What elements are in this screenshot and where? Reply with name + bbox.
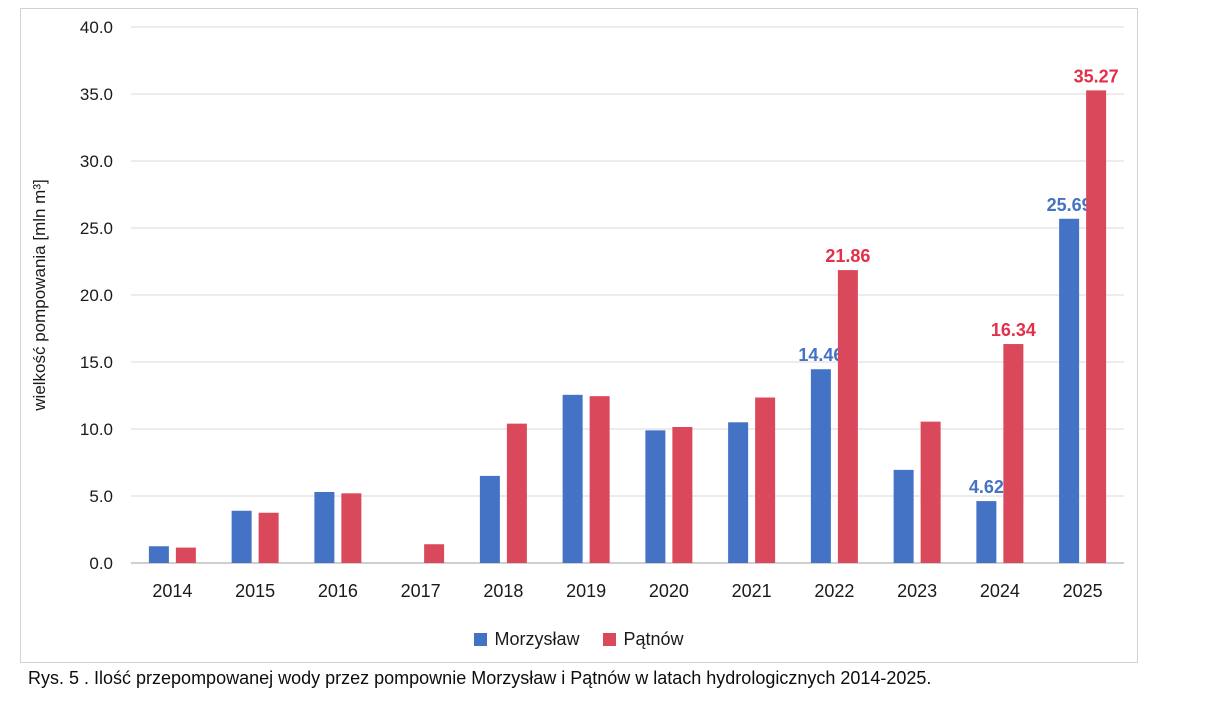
- figure-caption: Rys. 5 . Ilość przepompowanej wody przez…: [28, 668, 932, 688]
- y-tick-15.0: 15.0: [80, 353, 113, 372]
- y-tick-20.0: 20.0: [80, 286, 113, 305]
- y-axis-title: wielkość pompowania [mln m³]: [30, 179, 49, 411]
- x-tick-2017: 2017: [401, 581, 441, 601]
- data-label-patnow-2022: 21.86: [825, 246, 870, 266]
- bar-morzyslaw-2025: [1059, 218, 1080, 563]
- bar-patnow-2014: [175, 547, 196, 563]
- bar-morzyslaw-2021: [728, 422, 749, 563]
- bar-patnow-2018: [506, 423, 527, 563]
- chart-frame: 0.0 5.0 10.0 15.0 20.0 25.0 30.0 35.0 40.0 wielko…: [20, 8, 1138, 663]
- y-tick-25.0: 25.0: [80, 219, 113, 238]
- x-tick-2019: 2019: [566, 581, 606, 601]
- bar-morzyslaw-2016: [314, 491, 335, 563]
- y-tick-10.0: 10.0: [80, 420, 113, 439]
- x-tick-2023: 2023: [897, 581, 937, 601]
- x-tick-2015: 2015: [235, 581, 275, 601]
- bar-morzyslaw-2024: [976, 501, 997, 563]
- bar-morzyslaw-2019: [562, 394, 583, 563]
- bar-patnow-2022: [837, 270, 858, 563]
- chart-legend: Morzysław Pątnów: [21, 629, 1137, 650]
- bar-patnow-2019: [589, 396, 610, 563]
- y-tick-35.0: 35.0: [80, 85, 113, 104]
- bar-patnow-2017: [424, 544, 445, 563]
- bar-patnow-2023: [920, 421, 941, 563]
- bar-morzyslaw-2023: [893, 469, 914, 563]
- y-tick-0.0: 0.0: [89, 554, 113, 573]
- data-label-patnow-2025: 35.27: [1074, 66, 1119, 86]
- bar-morzyslaw-2022: [810, 369, 831, 563]
- x-tick-2020: 2020: [649, 581, 689, 601]
- x-tick-2014: 2014: [152, 581, 192, 601]
- data-label-morzyslaw-2025: 25.69: [1047, 195, 1092, 215]
- bar-patnow-2016: [341, 493, 362, 563]
- bar-chart: 0.0 5.0 10.0 15.0 20.0 25.0 30.0 35.0 40.0 wielko…: [30, 18, 1124, 601]
- legend-label-morzyslaw: Morzysław: [494, 629, 580, 649]
- bar-patnow-2020: [672, 426, 693, 563]
- bar-morzyslaw-2014: [148, 546, 169, 563]
- bar-patnow-2024: [1003, 344, 1024, 563]
- x-tick-2025: 2025: [1063, 581, 1103, 601]
- legend-swatch-morzyslaw: [474, 633, 488, 646]
- data-label-morzyslaw-2024: 4.62: [969, 477, 1004, 497]
- legend-label-patnow: Pątnów: [623, 629, 684, 649]
- legend-item-patnow: Pątnów: [603, 629, 684, 650]
- bar-patnow-2021: [755, 397, 776, 563]
- legend-item-morzyslaw: Morzysław: [474, 629, 579, 650]
- bar-patnow-2015: [258, 512, 279, 563]
- bar-morzyslaw-2015: [231, 510, 252, 563]
- x-tick-2018: 2018: [483, 581, 523, 601]
- x-tick-2024: 2024: [980, 581, 1020, 601]
- y-tick-5.0: 5.0: [89, 487, 113, 506]
- x-tick-2022: 2022: [814, 581, 854, 601]
- x-tick-2016: 2016: [318, 581, 358, 601]
- bar-morzyslaw-2018: [479, 475, 500, 563]
- data-label-morzyslaw-2022: 14.46: [798, 345, 843, 365]
- bar-patnow-2025: [1086, 90, 1107, 564]
- legend-swatch-patnow: [603, 633, 617, 646]
- bar-morzyslaw-2020: [645, 430, 666, 563]
- x-tick-2021: 2021: [732, 581, 772, 601]
- y-tick-30.0: 30.0: [80, 152, 113, 171]
- data-label-patnow-2024: 16.34: [991, 320, 1036, 340]
- y-tick-40.0: 40.0: [80, 18, 113, 37]
